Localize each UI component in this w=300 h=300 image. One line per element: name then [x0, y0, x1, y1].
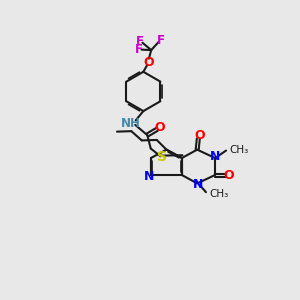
Text: NH: NH	[121, 117, 141, 130]
Text: N: N	[144, 170, 154, 183]
Text: F: F	[157, 34, 165, 47]
Text: O: O	[154, 121, 165, 134]
Text: N: N	[210, 150, 220, 163]
Text: S: S	[157, 150, 167, 164]
Text: CH₃: CH₃	[209, 189, 228, 199]
Text: O: O	[194, 129, 205, 142]
Text: F: F	[136, 35, 144, 48]
Text: CH₃: CH₃	[230, 145, 249, 155]
Text: F: F	[134, 43, 142, 56]
Text: O: O	[224, 169, 234, 182]
Text: N: N	[193, 178, 203, 191]
Text: O: O	[143, 56, 154, 69]
